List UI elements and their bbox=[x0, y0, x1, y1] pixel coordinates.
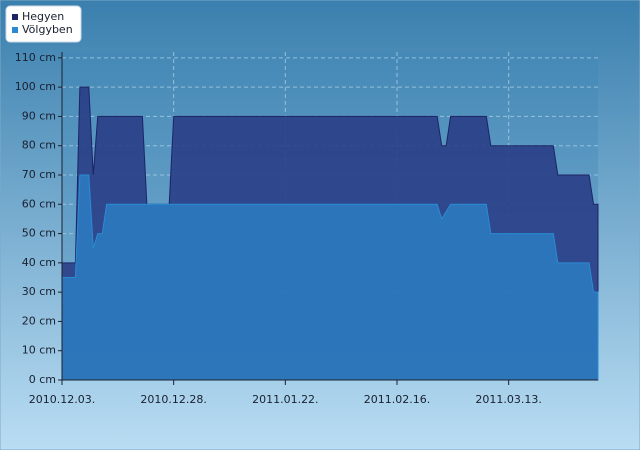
y-tick-label: 80 cm bbox=[22, 139, 56, 152]
x-tick-label: 2010.12.28. bbox=[140, 393, 206, 406]
y-tick-label: 0 cm bbox=[29, 373, 56, 386]
x-tick-label: 2011.03.13. bbox=[475, 393, 541, 406]
y-tick-label: 60 cm bbox=[22, 197, 56, 210]
y-tick-label: 10 cm bbox=[22, 344, 56, 357]
y-tick-label: 100 cm bbox=[15, 80, 56, 93]
x-tick-label: 2011.01.22. bbox=[252, 393, 318, 406]
axes: 0 cm 10 cm 20 cm 30 cm 40 cm 50 cm 60 cm 70 cm 8… bbox=[15, 51, 598, 406]
area bbox=[61, 174, 599, 381]
x-tick-label: 2010.12.03. bbox=[29, 393, 95, 406]
legend-swatch bbox=[12, 27, 18, 33]
y-tick-label: 50 cm bbox=[22, 227, 56, 240]
areas bbox=[61, 86, 599, 381]
legend-label: Völgyben bbox=[22, 23, 73, 36]
legend-swatch bbox=[12, 14, 18, 20]
y-tick-label: 90 cm bbox=[22, 109, 56, 122]
y-tick-label: 40 cm bbox=[22, 256, 56, 269]
y-tick-label: 20 cm bbox=[22, 314, 56, 327]
x-tick-label: 2011.02.16. bbox=[364, 393, 430, 406]
y-tick-label: 110 cm bbox=[15, 51, 56, 64]
legend-label: Hegyen bbox=[22, 10, 64, 23]
legend-box bbox=[5, 5, 82, 43]
y-tick-label: 70 cm bbox=[22, 168, 56, 181]
y-tick-label: 30 cm bbox=[22, 285, 56, 298]
